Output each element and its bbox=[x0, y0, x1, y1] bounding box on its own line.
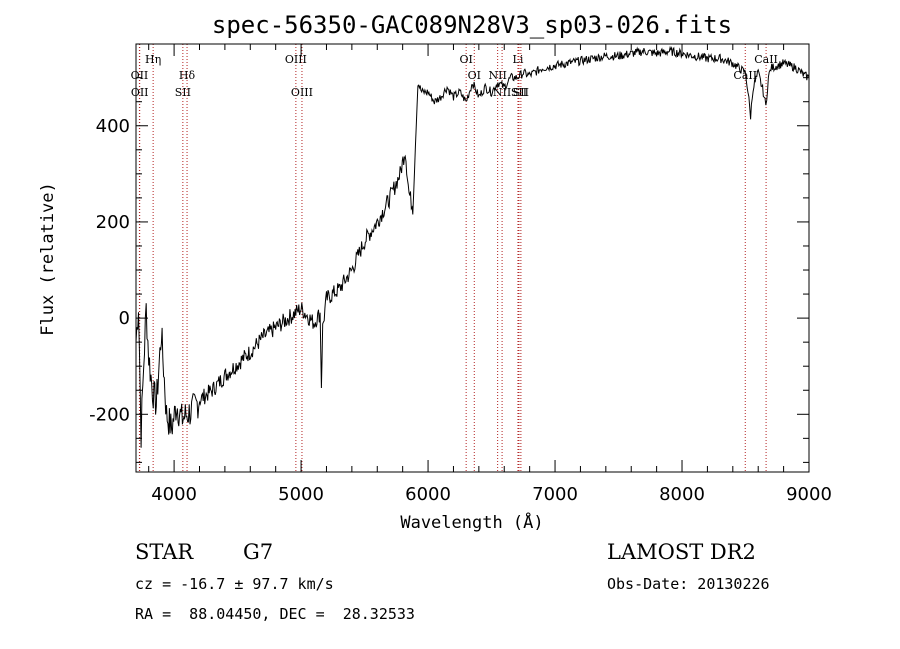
y-axis-label: Flux (relative) bbox=[38, 182, 58, 336]
spectral-line-label: NII bbox=[493, 86, 511, 99]
y-tick-label: 400 bbox=[96, 116, 130, 137]
spectral-line-label: CaII bbox=[754, 53, 778, 66]
x-tick-label: 6000 bbox=[405, 484, 451, 505]
spectral-line-label: SII bbox=[513, 86, 529, 99]
y-tick-label: 0 bbox=[119, 308, 130, 329]
x-tick-label: 4000 bbox=[151, 484, 197, 505]
y-tick-label: -200 bbox=[89, 404, 130, 425]
spectral-line-label: OII bbox=[131, 69, 149, 82]
x-axis-label: Wavelength (Å) bbox=[400, 511, 543, 533]
plot-area-frame bbox=[135, 43, 810, 473]
spectral-line-label: Hδ bbox=[179, 69, 196, 82]
redshift-text: cz = -16.7 ± 97.7 km/s bbox=[135, 575, 334, 593]
series-group bbox=[135, 45, 810, 448]
spectral-line-label: Li bbox=[513, 53, 524, 66]
y-tick-label: 200 bbox=[96, 212, 130, 233]
spectral-line-label: Hη bbox=[145, 53, 161, 66]
spectral-line-label: OIII bbox=[285, 53, 307, 66]
object-class: STAR bbox=[135, 540, 194, 564]
obs-date-text: Obs-Date: 20130226 bbox=[607, 575, 770, 593]
survey-name: LAMOST DR2 bbox=[607, 540, 756, 564]
spectral-line-label: OII bbox=[131, 86, 149, 99]
x-tick-label: 5000 bbox=[278, 484, 324, 505]
spectrum-series-line bbox=[135, 45, 810, 448]
spectral-line-label: NII bbox=[488, 69, 506, 82]
spectral-line-label: OI bbox=[468, 69, 481, 82]
x-tick-label: 7000 bbox=[532, 484, 578, 505]
x-tick-label: 8000 bbox=[659, 484, 705, 505]
chart-title: spec-56350-GAC089N28V3_sp03-026.fits bbox=[212, 11, 732, 39]
x-tick-label: 9000 bbox=[786, 484, 832, 505]
axis-ticks-group: 4000 5000 6000 7000 8000 9000 -200 0 200 400 bbox=[89, 44, 832, 505]
object-subclass: G7 bbox=[243, 540, 273, 564]
spectral-line-label: SII bbox=[511, 86, 527, 99]
spectral-line-label: OIII bbox=[291, 86, 313, 99]
spectral-line-label: SII bbox=[175, 86, 191, 99]
spectral-line-label: OI bbox=[459, 53, 472, 66]
coordinates-text: RA = 88.04450, DEC = 28.32533 bbox=[135, 605, 415, 623]
